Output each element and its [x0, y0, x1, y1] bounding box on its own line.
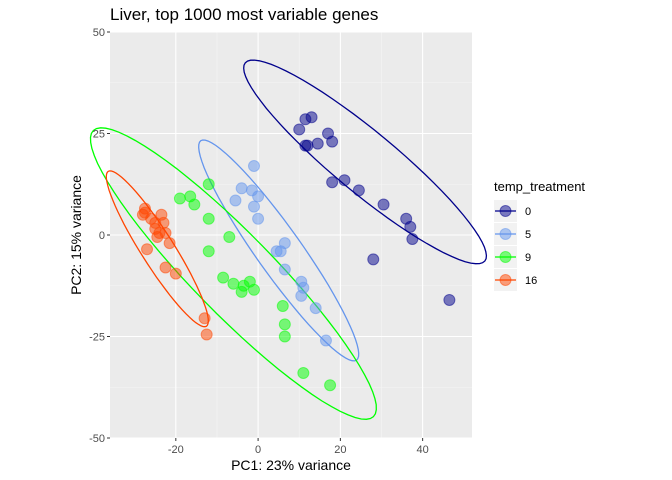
x-axis-ticks: -20 0 20 40 [168, 438, 429, 456]
point-series-5 [252, 190, 265, 203]
point-series-0 [305, 111, 318, 124]
point-series-9 [202, 212, 215, 225]
grid-lines [110, 31, 472, 439]
point-series-5 [295, 289, 308, 302]
y-axis-ticks: -50 -25 0 25 50 [89, 27, 110, 445]
point-series-9 [217, 271, 230, 284]
chart-title: Liver, top 1000 most variable genes [110, 5, 378, 24]
point-series-9 [173, 192, 186, 205]
point-series-16 [141, 243, 154, 256]
point-series-5 [229, 194, 242, 207]
point-series-9 [278, 318, 291, 331]
point-series-16 [200, 328, 213, 341]
point-series-0 [377, 198, 390, 211]
data-points [136, 111, 456, 392]
point-series-5 [278, 237, 291, 250]
x-tick-label: 0 [255, 444, 261, 456]
point-series-9 [247, 283, 260, 296]
point-series-0 [301, 139, 314, 152]
point-series-0 [352, 184, 365, 197]
y-tick-label: 0 [99, 230, 105, 242]
point-series-5 [252, 212, 265, 225]
point-series-16 [169, 267, 182, 280]
point-series-5 [309, 302, 322, 315]
point-series-0 [406, 233, 419, 246]
point-series-9 [235, 285, 248, 298]
point-series-5 [247, 159, 260, 172]
legend-key-point [499, 228, 512, 240]
legend-key-point [499, 205, 512, 217]
y-axis-title: PC2: 15% variance [68, 175, 84, 295]
legend-label-0: 0 [525, 206, 531, 218]
x-tick-label: 40 [417, 444, 429, 456]
legend-title: temp_treatment [494, 179, 585, 194]
x-axis-title: PC1: 23% variance [231, 457, 351, 473]
point-series-9 [278, 330, 291, 343]
y-tick-label: -25 [89, 332, 105, 344]
point-series-9 [276, 300, 289, 313]
point-series-16 [198, 312, 211, 325]
point-series-9 [297, 367, 310, 380]
ellipse-series-5 [198, 139, 360, 362]
point-series-5 [247, 200, 260, 213]
point-series-9 [202, 178, 215, 191]
point-series-16 [151, 231, 164, 244]
point-series-0 [443, 293, 456, 306]
point-series-9 [188, 198, 201, 211]
point-series-5 [319, 334, 332, 347]
point-series-0 [338, 174, 351, 187]
point-series-5 [278, 263, 291, 276]
y-tick-label: 50 [93, 27, 105, 39]
point-series-0 [367, 253, 380, 266]
legend-label-16: 16 [525, 275, 537, 287]
x-tick-label: 20 [334, 444, 346, 456]
y-tick-label: 25 [93, 129, 105, 141]
legend-label-5: 5 [525, 229, 531, 241]
point-series-0 [311, 137, 324, 150]
point-series-9 [324, 379, 337, 392]
point-series-16 [163, 237, 176, 250]
point-series-16 [159, 261, 172, 274]
point-series-0 [326, 135, 339, 148]
ellipse-series-9 [89, 127, 377, 420]
legend: 0 5 9 16 [494, 200, 537, 291]
legend-label-9: 9 [525, 252, 531, 264]
point-series-0 [293, 123, 306, 136]
point-series-0 [326, 176, 339, 189]
point-series-9 [202, 245, 215, 258]
point-series-9 [227, 277, 240, 290]
legend-key-point [499, 274, 512, 286]
point-series-9 [223, 231, 236, 244]
x-tick-label: -20 [168, 444, 184, 456]
legend-key-point [499, 251, 512, 263]
point-series-5 [235, 182, 248, 195]
ellipse-series-16 [105, 170, 209, 328]
y-tick-label: -50 [89, 433, 105, 445]
point-series-0 [404, 220, 417, 233]
